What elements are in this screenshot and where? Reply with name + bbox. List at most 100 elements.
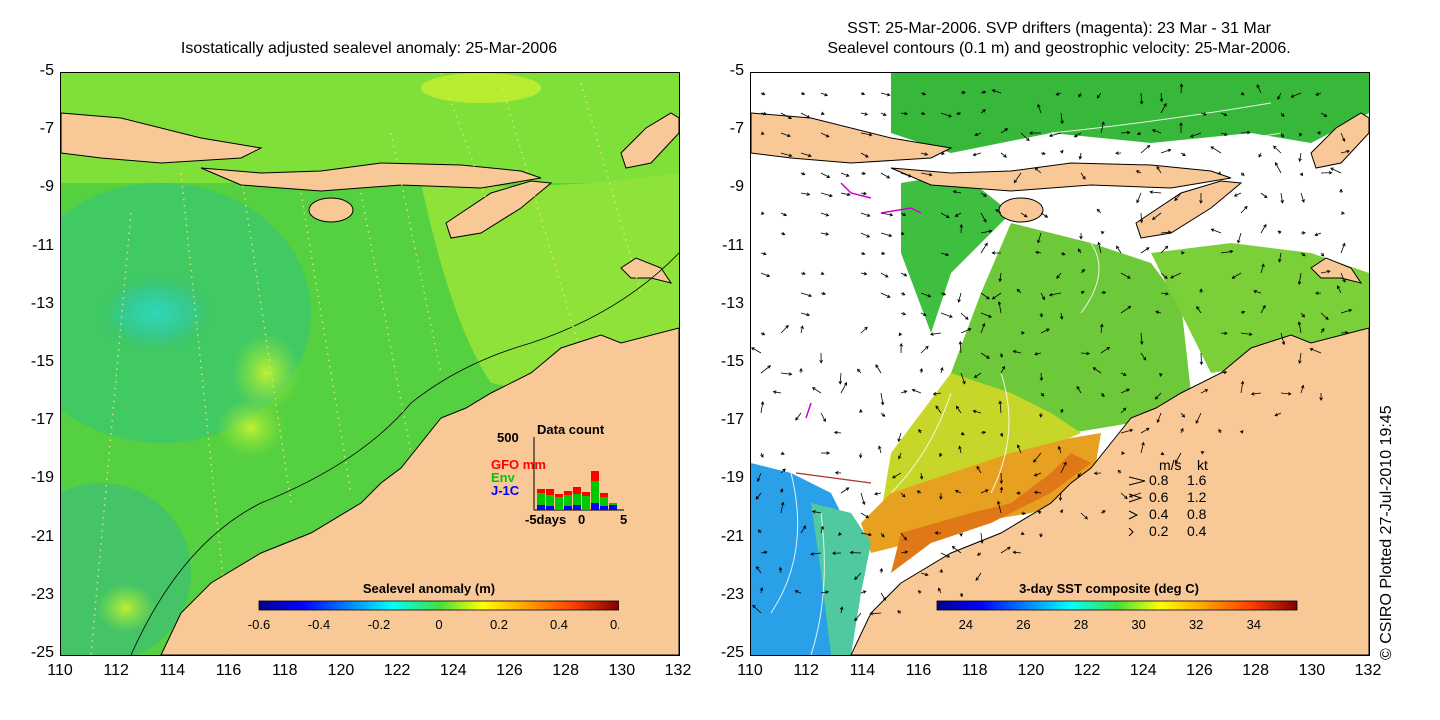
velocity-arrow (820, 111, 825, 115)
velocity-arrow (860, 212, 871, 217)
sst-warm-tongue (891, 453, 1091, 573)
velocity-arrow (976, 552, 982, 556)
velocity-arrow (1096, 92, 1102, 99)
velocity-arrow (1039, 312, 1044, 318)
latitude-tick-label: -25 (30, 644, 54, 661)
velocity-arrow (940, 151, 945, 155)
velocity-arrow (935, 405, 942, 414)
velocity-arrow (1156, 166, 1162, 174)
latitude-tick-label: -19 (720, 469, 744, 487)
velocity-arrow (795, 412, 802, 421)
longitude-tick-label: 112 (103, 662, 129, 679)
sumba-island (308, 197, 354, 223)
velocity-arrow (1077, 472, 1082, 477)
right-map-title-line2: Sealevel contours (0.1 m) and geostrophi… (827, 40, 1291, 57)
velocity-arrow (1180, 152, 1186, 156)
velocity-arrow (860, 512, 870, 519)
velocity-arrow (1180, 251, 1185, 255)
velocity-arrow (780, 324, 789, 334)
velocity-arrow (854, 572, 862, 581)
velocity-arrow (1033, 452, 1042, 463)
velocity-arrow (759, 587, 764, 594)
velocity-arrow (1340, 149, 1351, 154)
velocity-arrow (1093, 471, 1102, 476)
velocity-arrow (839, 606, 844, 614)
velocity-arrow (780, 231, 786, 236)
velocity-arrow (880, 532, 885, 538)
velocity-arrow (1260, 263, 1265, 274)
latitude-tick-label: -5 (39, 62, 54, 79)
velocity-arrow (940, 112, 953, 118)
velocity-arrow (929, 332, 942, 336)
velocity-arrow (860, 326, 868, 334)
velocity-arrow (1315, 92, 1322, 96)
velocity-arrow (1135, 170, 1142, 174)
velocity-arrow (898, 452, 902, 460)
velocity-arrow (1079, 232, 1083, 240)
longitude-tick-label: 116 (905, 662, 932, 679)
velocity-arrow (1000, 546, 1011, 554)
velocity-arrow (780, 112, 793, 120)
velocity-arrow (1140, 247, 1150, 254)
velocity-arrow (859, 408, 863, 414)
velocity-legend-ms: 0.6 (1149, 489, 1169, 505)
velocity-arrow (980, 489, 989, 494)
velocity-arrow (1020, 132, 1030, 142)
velocity-arrow (1240, 172, 1245, 176)
velocity-legend-kt: 1.6 (1187, 472, 1207, 488)
velocity-arrow (1260, 192, 1268, 199)
velocity-arrow (995, 209, 1002, 214)
velocity-arrow (837, 532, 842, 536)
velocity-arrow (1136, 192, 1142, 204)
velocity-arrow (1100, 231, 1105, 235)
velocity-arrow (1055, 92, 1062, 96)
velocity-arrow (980, 430, 987, 435)
velocity-arrow (760, 131, 765, 135)
velocity-arrow (1057, 445, 1062, 454)
velocity-arrow (1159, 372, 1163, 377)
velocity-arrow (1233, 192, 1242, 197)
data-count-legend-item: GFO mm (491, 457, 546, 472)
velocity-arrow (833, 430, 842, 435)
velocity-arrow (860, 171, 867, 176)
velocity-arrow (976, 465, 982, 474)
velocity-arrow (1240, 92, 1245, 96)
velocity-arrow (1000, 128, 1009, 134)
velocity-arrow (820, 92, 828, 97)
velocity-arrow (800, 312, 811, 317)
longitude-tick-label: 120 (327, 662, 355, 679)
velocity-arrow (780, 501, 785, 514)
velocity-arrow (811, 510, 822, 514)
velocity-arrow (1298, 352, 1302, 364)
velocity-arrow (860, 271, 868, 276)
velocity-arrow (940, 292, 947, 296)
latitude-tick-label: -11 (722, 236, 744, 254)
velocity-arrow (1037, 510, 1042, 515)
velocity-arrow (1200, 112, 1208, 116)
latitude-tick-label: -17 (720, 411, 744, 429)
velocity-arrow (1040, 328, 1050, 334)
velocity-arrow (1078, 92, 1082, 98)
velocity-arrow (1096, 208, 1102, 214)
velocity-arrow (975, 572, 982, 581)
velocity-arrow (760, 401, 765, 414)
velocity-legend-kt: 0.4 (1187, 523, 1207, 539)
velocity-arrow (760, 452, 764, 458)
velocity-arrow (1100, 392, 1105, 398)
velocity-arrow (820, 271, 825, 275)
velocity-arrow (780, 132, 791, 138)
longitude-tick-label: 118 (271, 662, 298, 679)
velocity-arrow (1060, 252, 1066, 256)
longitude-tick-label: 130 (608, 662, 636, 679)
velocity-arrow (920, 312, 927, 316)
velocity-arrow (1060, 149, 1064, 154)
longitude-tick-label: 114 (159, 662, 186, 679)
velocity-arrow (900, 312, 907, 316)
velocity-arrow (960, 372, 966, 385)
velocity-arrow (1160, 103, 1167, 114)
velocity-arrow (760, 111, 768, 116)
velocity-arrow (849, 550, 862, 555)
velocity-arrow (1179, 122, 1183, 134)
velocity-legend-kt: 0.8 (1187, 506, 1207, 522)
velocity-arrow (1080, 268, 1086, 274)
